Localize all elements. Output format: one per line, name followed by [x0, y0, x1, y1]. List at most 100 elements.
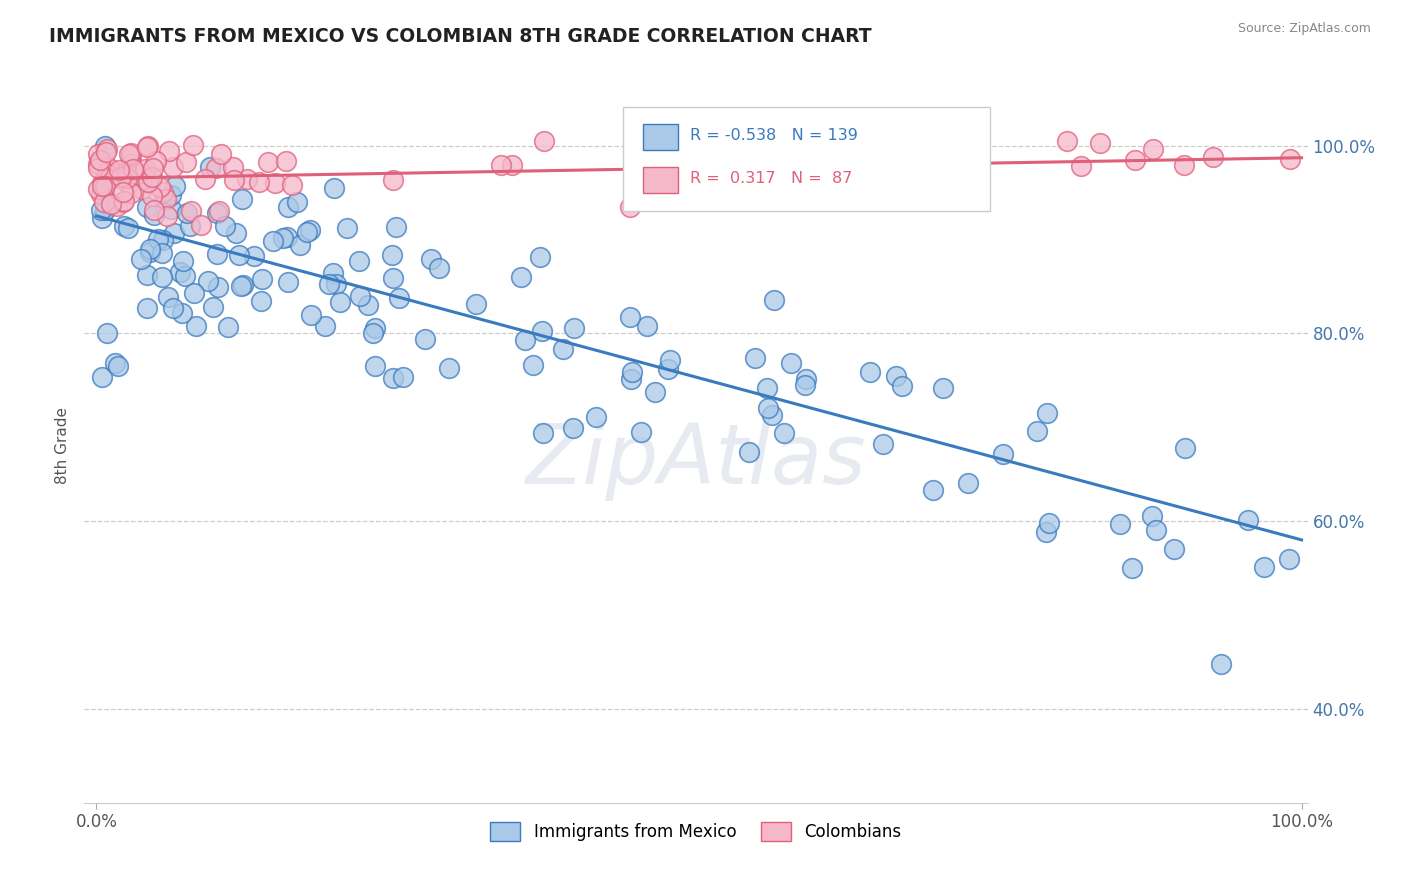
- Point: [90, 187, 112, 202]
- Point: [100, 197, 122, 211]
- Point: [756, 381, 779, 395]
- FancyBboxPatch shape: [623, 107, 990, 211]
- Point: [231, 192, 253, 206]
- Point: [111, 194, 134, 209]
- Point: [228, 248, 250, 262]
- Point: [136, 301, 159, 315]
- Legend: Immigrants from Mexico, Colombians: Immigrants from Mexico, Colombians: [484, 815, 908, 848]
- Point: [198, 160, 221, 174]
- Point: [94, 203, 117, 218]
- Point: [364, 359, 387, 374]
- Point: [1202, 150, 1225, 164]
- Point: [738, 149, 761, 163]
- Point: [277, 200, 299, 214]
- Point: [381, 270, 404, 285]
- Point: [562, 321, 585, 335]
- Point: [197, 274, 219, 288]
- Point: [94, 178, 117, 193]
- Point: [110, 170, 132, 185]
- Point: [91, 178, 114, 193]
- Point: [420, 252, 443, 266]
- Point: [1173, 158, 1195, 172]
- Y-axis label: 8th Grade: 8th Grade: [55, 408, 70, 484]
- Point: [91, 183, 114, 197]
- Point: [242, 249, 264, 263]
- Point: [794, 371, 817, 385]
- Point: [134, 161, 156, 176]
- Point: [183, 286, 205, 301]
- Point: [115, 169, 138, 184]
- Point: [142, 202, 165, 217]
- Point: [1278, 552, 1301, 566]
- Point: [97, 172, 120, 186]
- Point: [249, 293, 271, 308]
- Point: [531, 425, 554, 440]
- Point: [86, 161, 108, 175]
- Point: [194, 172, 217, 186]
- Point: [120, 186, 142, 201]
- Point: [105, 166, 128, 180]
- Point: [529, 250, 551, 264]
- Point: [209, 147, 232, 161]
- Point: [1211, 657, 1233, 672]
- Point: [214, 219, 236, 233]
- Point: [136, 268, 159, 283]
- Point: [329, 295, 352, 310]
- Point: [205, 247, 228, 261]
- Point: [204, 161, 226, 175]
- Point: [172, 254, 194, 268]
- Point: [886, 368, 908, 383]
- Point: [98, 161, 121, 175]
- Point: [621, 366, 644, 380]
- Point: [108, 163, 131, 178]
- Point: [162, 301, 184, 315]
- Point: [104, 356, 127, 370]
- Point: [91, 369, 114, 384]
- Point: [361, 326, 384, 340]
- Point: [152, 233, 174, 247]
- Point: [762, 293, 785, 307]
- Point: [156, 210, 179, 224]
- Point: [136, 172, 159, 186]
- Point: [290, 238, 312, 252]
- Point: [174, 155, 197, 169]
- Point: [201, 300, 224, 314]
- Point: [318, 277, 340, 291]
- Point: [262, 234, 284, 248]
- Point: [385, 220, 408, 235]
- Point: [121, 162, 143, 177]
- Point: [636, 319, 658, 334]
- Point: [551, 342, 574, 356]
- Point: [117, 167, 139, 181]
- Point: [382, 371, 405, 385]
- Point: [139, 244, 162, 259]
- Point: [349, 289, 371, 303]
- Point: [659, 353, 682, 368]
- Point: [314, 319, 336, 334]
- Point: [413, 332, 436, 346]
- Point: [179, 219, 201, 233]
- Point: [135, 140, 157, 154]
- Point: [162, 161, 184, 175]
- Point: [325, 277, 347, 291]
- Point: [224, 173, 246, 187]
- Point: [1140, 508, 1163, 523]
- Point: [236, 172, 259, 186]
- Point: [322, 266, 344, 280]
- Point: [380, 247, 402, 261]
- Point: [465, 297, 488, 311]
- Point: [87, 146, 110, 161]
- Point: [157, 144, 180, 158]
- Point: [112, 219, 135, 233]
- Point: [657, 362, 679, 376]
- Point: [165, 178, 187, 193]
- Point: [922, 483, 945, 497]
- Point: [127, 167, 149, 181]
- Point: [183, 138, 205, 153]
- Point: [509, 270, 531, 285]
- Point: [429, 260, 451, 275]
- Point: [163, 226, 186, 240]
- Point: [1142, 142, 1164, 156]
- Point: [101, 170, 124, 185]
- Point: [149, 180, 172, 194]
